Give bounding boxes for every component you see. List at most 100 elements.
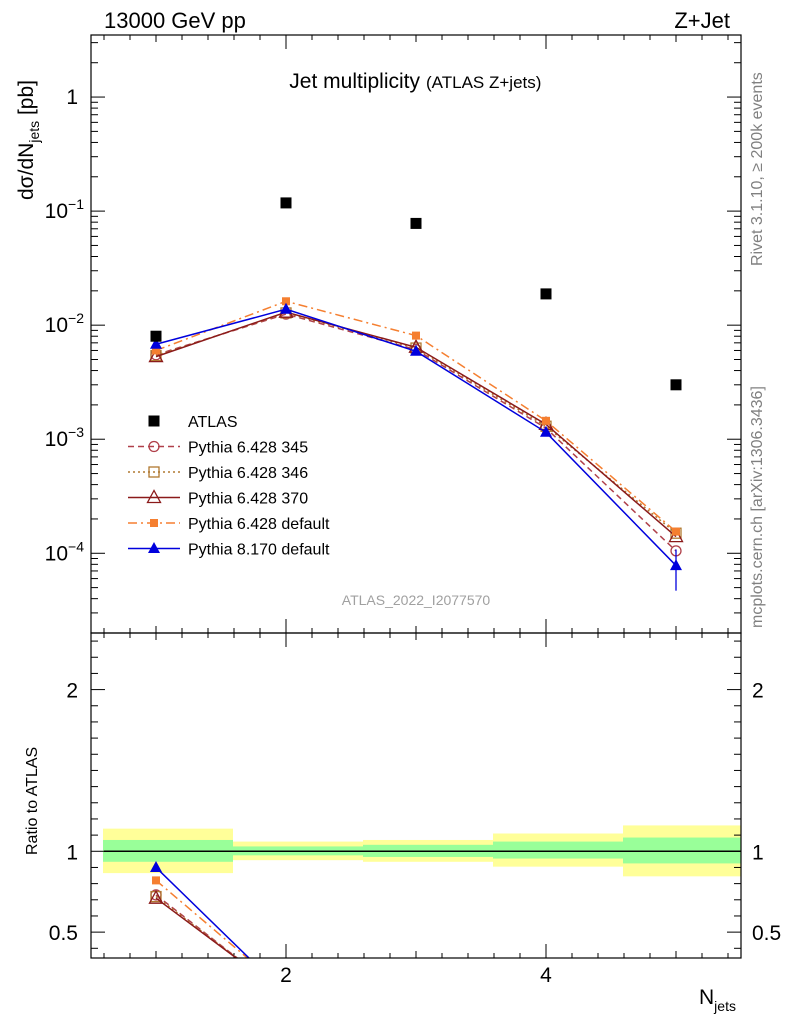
- series-atlas: [150, 197, 682, 391]
- data-point-atlas: [280, 197, 292, 209]
- ratio-y-tick-label-right: 1: [752, 841, 764, 864]
- data-point-pdefault: [672, 527, 680, 536]
- y-tick-label: 10−2: [45, 310, 85, 337]
- ylabel-main-prefix: dσ/dN: [15, 143, 38, 200]
- legend-label: Pythia 6.428 346: [188, 465, 308, 482]
- x-tick-label: 2: [280, 964, 292, 987]
- ratio-point-p8: [280, 988, 292, 999]
- ratio-series-p8: [150, 860, 682, 1013]
- legend-marker-pdefault: [150, 519, 158, 527]
- ratio-point-p8: [150, 860, 162, 872]
- data-point-p8: [150, 337, 162, 349]
- ratio-point-p345: [671, 1002, 681, 1012]
- header-left: 13000 GeV pp: [104, 8, 246, 33]
- ylabel-main-suffix: [pb]: [15, 80, 38, 121]
- ylabel-main: dσ/dNjets [pb]: [15, 80, 42, 200]
- y-tick-label: 10−3: [45, 424, 85, 451]
- ratio-point-p346: [411, 995, 421, 1005]
- data-point-p8: [540, 425, 552, 437]
- plot-title: Jet multiplicity: [289, 70, 420, 93]
- ratio-axis-ticks: 0.5 0.5 1 1 2 2 2 4: [49, 633, 781, 987]
- legend: ATLAS Pythia 6.428 345 Pythia 6.428 346 Pyt…: [128, 414, 330, 559]
- ratio-point-p8: [410, 994, 422, 1005]
- ratio-point-pdefault: [672, 1001, 680, 1009]
- ratio-point-p346: [281, 991, 291, 1001]
- header-right: Z+Jet: [674, 8, 730, 33]
- main-series-layer: [148, 197, 684, 591]
- data-point-pdefault: [282, 297, 290, 306]
- legend-label: Pythia 6.428 default: [188, 516, 330, 533]
- y-tick-label: 10−4: [45, 538, 85, 565]
- analysis-id: ATLAS_2022_I2077570: [342, 592, 491, 608]
- ylabel-main-sub: jets: [26, 121, 42, 144]
- ratio-point-p345: [541, 997, 551, 1007]
- legend-item-pdefault: Pythia 6.428 default: [128, 516, 330, 533]
- ratio-frame: [90, 632, 742, 959]
- y-tick-exponent: −3: [68, 424, 84, 440]
- xlabel: Njets: [699, 986, 736, 1014]
- data-point-p370: [148, 348, 164, 363]
- data-point-atlas: [150, 330, 162, 342]
- y-tick-label: 10−1: [45, 196, 85, 223]
- ratio-point-pdefault: [152, 876, 160, 885]
- main-axis-ticks: 1 10−1 10−2 10−3 10−4: [45, 35, 741, 634]
- data-point-p8: [410, 344, 422, 356]
- ylabel-ratio: Ratio to ATLAS: [24, 747, 41, 855]
- legend-label: ATLAS: [188, 414, 238, 431]
- legend-item-p345: Pythia 6.428 345: [128, 440, 308, 457]
- legend-marker-p370: [146, 489, 162, 504]
- ratio-line-p346: [155, 895, 238, 958]
- series-pdefault: [152, 297, 680, 536]
- ratio-point-pdefault: [412, 992, 420, 1000]
- xlabel-sub: jets: [713, 998, 736, 1014]
- data-point-pdefault: [152, 346, 160, 355]
- data-point-pdefault: [412, 331, 420, 340]
- rivet-note: Rivet 3.1.10, ≥ 200k events: [749, 72, 766, 266]
- data-point-p370: [668, 528, 684, 543]
- plot-subtitle: (ATLAS Z+jets): [426, 73, 541, 92]
- ratio-point-p370: [280, 988, 293, 1000]
- ratio-line-p8: [155, 866, 251, 958]
- ratio-uncertainty-bands: [103, 825, 741, 877]
- ratio-point-p345: [411, 995, 421, 1005]
- data-point-p8: [280, 302, 292, 314]
- ratio-y-tick-label: 2: [66, 680, 78, 703]
- data-point-p8: [670, 559, 682, 571]
- legend-item-p8: Pythia 8.170 default: [128, 542, 330, 559]
- data-point-atlas: [410, 217, 422, 229]
- uncertainty-band-inner: [623, 837, 741, 864]
- ratio-point-p8: [670, 1002, 682, 1013]
- uncertainty-band-inner: [493, 841, 623, 859]
- ratio-y-tick-label-right: 2: [752, 680, 764, 703]
- legend-item-p346: Pythia 6.428 346: [128, 465, 308, 482]
- data-point-atlas: [540, 288, 552, 300]
- ratio-y-tick-label-right: 0.5: [752, 922, 781, 945]
- legend-marker-p346: [148, 466, 160, 478]
- ratio-point-p345: [281, 991, 291, 1001]
- y-tick-exponent: −2: [68, 310, 84, 326]
- ratio-series-pdefault: [152, 876, 680, 1009]
- ratio-point-pdefault: [282, 987, 290, 995]
- ratio-series-p346: [150, 890, 551, 1007]
- series-p8: [150, 302, 682, 591]
- legend-label: Pythia 6.428 370: [188, 491, 308, 508]
- mcplots-note: mcplots.cern.ch [arXiv:1306.3436]: [749, 386, 766, 628]
- ratio-point-p370: [410, 993, 423, 1005]
- ratio-series-p370: [148, 889, 683, 1010]
- ratio-point-pdefault: [542, 997, 550, 1005]
- legend-item-atlas: ATLAS: [148, 414, 238, 431]
- data-point-pdefault: [542, 416, 550, 425]
- xlabel-main: N: [699, 986, 714, 1009]
- legend-label: Pythia 6.428 345: [188, 440, 308, 457]
- ratio-point-p346: [541, 997, 551, 1007]
- legend-marker-atlas: [148, 415, 160, 427]
- ratio-point-p370: [148, 889, 164, 904]
- data-point-atlas: [670, 379, 682, 391]
- ratio-point-p8: [540, 997, 552, 1008]
- legend-item-p370: Pythia 6.428 370: [128, 489, 308, 508]
- y-tick-exponent: −1: [68, 196, 84, 212]
- ratio-series-layer: [148, 860, 683, 1013]
- ratio-point-p370: [670, 998, 683, 1010]
- y-tick-exponent: −4: [68, 538, 84, 554]
